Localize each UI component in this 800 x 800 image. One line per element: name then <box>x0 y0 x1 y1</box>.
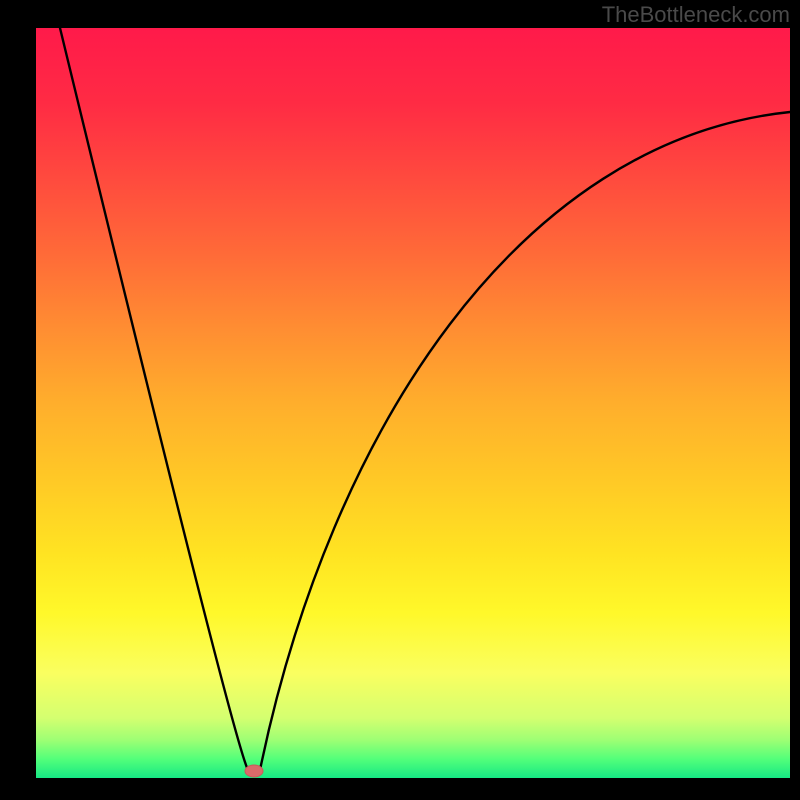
chart-svg <box>0 0 800 800</box>
minimum-marker <box>245 765 263 777</box>
watermark-text: TheBottleneck.com <box>602 2 790 28</box>
chart-container: TheBottleneck.com <box>0 0 800 800</box>
